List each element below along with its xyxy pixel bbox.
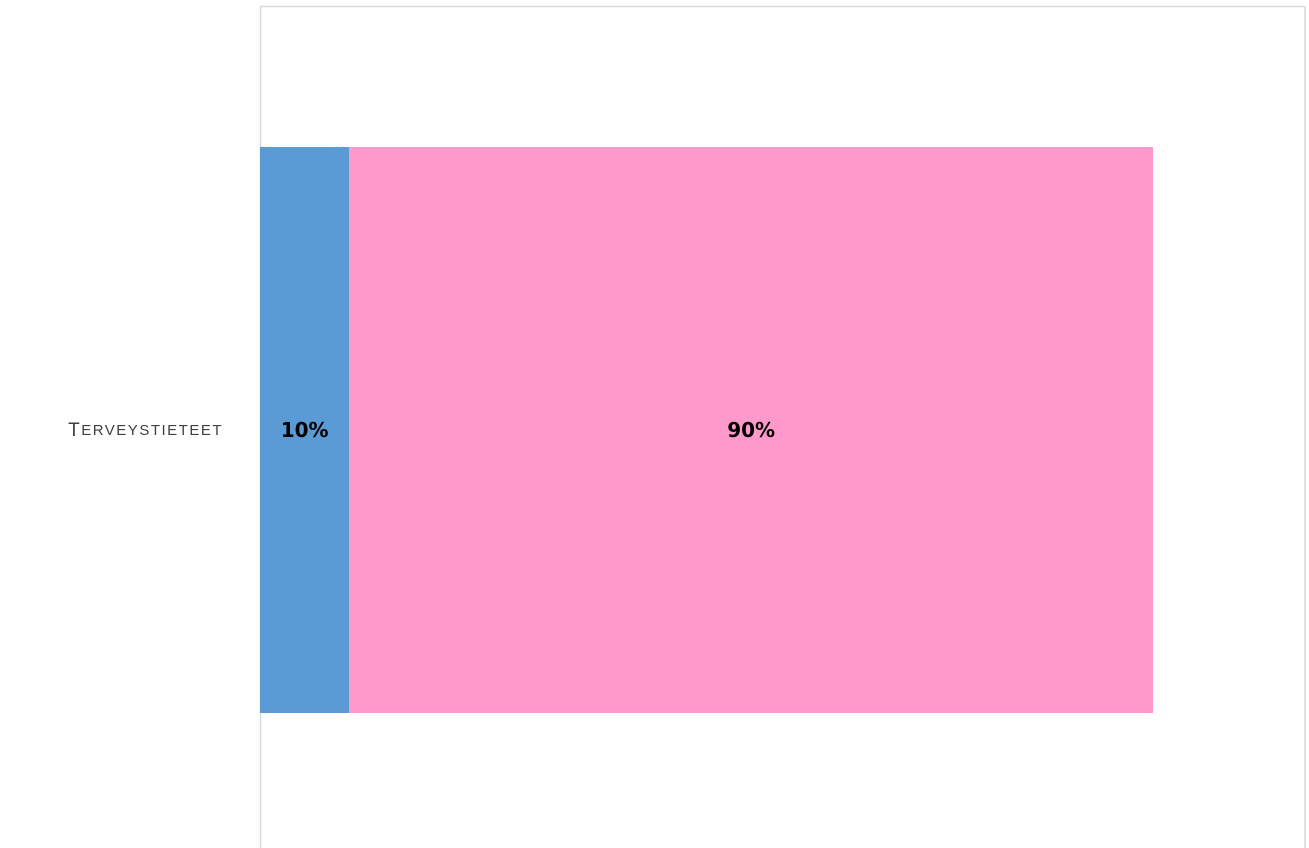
data-labels: 10% 90% (281, 418, 775, 442)
category-labels: TERVEYSTIETEET (68, 420, 223, 441)
category-label: TERVEYSTIETEET (68, 420, 223, 441)
bar-segment-2 (349, 147, 1153, 713)
bar-segments (260, 147, 1153, 713)
data-label-2: 90% (727, 418, 775, 442)
data-label-1: 10% (281, 418, 329, 442)
bar-segment-1 (260, 147, 350, 713)
